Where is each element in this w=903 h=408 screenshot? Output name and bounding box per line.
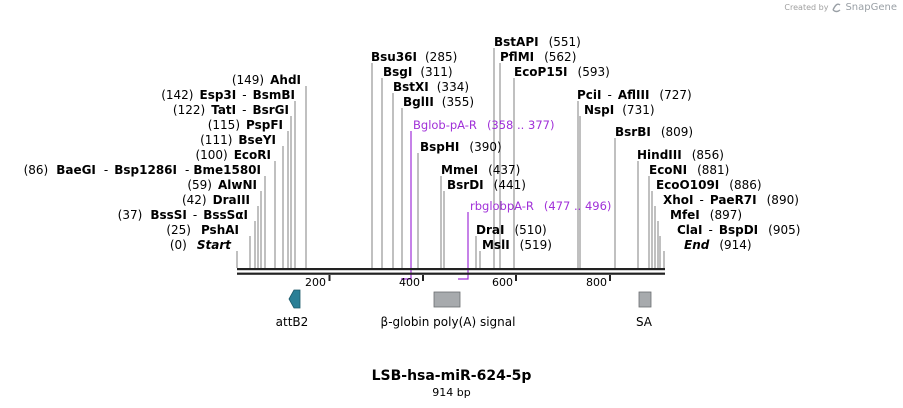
enzyme-label: Bsu36I (285) <box>371 50 457 64</box>
snapgene-logo-icon <box>832 3 841 13</box>
enzyme-label: End (914) <box>684 238 752 252</box>
enzyme-label: BsgI (311) <box>383 65 453 79</box>
enzyme-label: EcoP15I (593) <box>514 65 610 79</box>
enzyme-label: BsrBI (809) <box>615 125 693 139</box>
ruler: 200 400 600 800 <box>305 275 611 289</box>
enzyme-label: HindIII (856) <box>637 148 724 162</box>
enzyme-label: ClaI - BspDI (905) <box>677 223 800 237</box>
enzyme-label: EcoO109I (886) <box>656 178 762 192</box>
enzyme-label: BstAPI (551) <box>494 35 581 49</box>
enzyme-label: (86) BaeGI - Bsp1286I - Bme1580I <box>24 163 261 177</box>
sa-feature <box>638 291 652 308</box>
ruler-tick-label: 400 <box>399 276 420 289</box>
enzyme-label: BsrDI (441) <box>447 178 526 192</box>
enzyme-label: MslI (519) <box>482 238 552 252</box>
enzyme-label: XhoI - PaeR7I (890) <box>663 193 799 207</box>
enzyme-label: (142) Esp3I - BsmBI <box>161 88 295 102</box>
enzyme-label: DraI (510) <box>476 223 547 237</box>
primer-bglob-pa-r-line <box>401 131 412 280</box>
enzyme-label: (122) TatI - BsrGI <box>173 103 289 117</box>
primers: Bglob-pA-R (358 .. 377) rbglobpA-R (477 ..… <box>401 118 611 280</box>
ruler-tick-label: 600 <box>492 276 513 289</box>
beta-globin-polya-feature <box>433 291 461 308</box>
enzyme-label: PflMI (562) <box>500 50 576 64</box>
enzyme-label: (25) PshAI <box>166 223 239 237</box>
features: attB2 β-globin poly(A) signal SA <box>276 289 653 329</box>
enzyme-labels-left: (149) AhdI (142) Esp3I - BsmBI (122) TatI - Bsr… <box>24 73 301 252</box>
enzyme-label: (42) DraIII <box>182 193 250 207</box>
ruler-tick-label: 800 <box>586 276 607 289</box>
enzyme-label: (0) Start <box>170 238 232 252</box>
enzyme-label: (37) BssSI - BssSαI <box>118 208 248 222</box>
enzyme-label: (149) AhdI <box>232 73 301 87</box>
feature-label-attb2: attB2 <box>276 315 309 329</box>
primer-label: rbglobpA-R (477 .. 496) <box>470 199 611 213</box>
sequence-backbone <box>237 268 665 275</box>
enzyme-label: BstXI (334) <box>393 80 469 94</box>
cut-site-lines <box>236 48 665 268</box>
map-title: LSB-hsa-miR-624-5p <box>371 368 532 384</box>
enzyme-label: (115) PspFI <box>208 118 283 132</box>
enzyme-label: NspI (731) <box>584 103 655 117</box>
primer-label: Bglob-pA-R (358 .. 377) <box>413 118 554 132</box>
enzyme-label: BglII (355) <box>403 95 474 109</box>
enzyme-labels-middle: Bsu36I (285) BsgI (311) BstXI (334) BglII (3… <box>371 35 610 252</box>
credit-brand: SnapGene <box>845 2 897 13</box>
feature-label-beta-globin: β-globin poly(A) signal <box>381 315 516 329</box>
ruler-tick-label: 200 <box>305 276 326 289</box>
snapgene-credit: Created by SnapGene <box>784 2 897 13</box>
enzyme-label: (59) AlwNI <box>187 178 257 192</box>
enzyme-label: BspHI (390) <box>420 140 502 154</box>
enzyme-label: (111) BseYI <box>200 133 276 147</box>
enzyme-label: EcoNI (881) <box>649 163 729 177</box>
enzyme-label: (100) EcoRI <box>195 148 271 162</box>
enzyme-label: MmeI (437) <box>441 163 520 177</box>
attb2-feature-arrow <box>288 289 301 309</box>
feature-label-sa: SA <box>636 315 653 329</box>
map-length: 914 bp <box>432 386 471 399</box>
enzyme-label: MfeI (897) <box>670 208 742 222</box>
enzyme-labels-right: PciI - AflIII (727) NspI (731) BsrBI (809) Hi… <box>577 88 800 252</box>
credit-text: Created by <box>784 3 829 12</box>
enzyme-label: PciI - AflIII (727) <box>577 88 692 102</box>
primer-rbglobpa-r-line <box>458 212 469 280</box>
